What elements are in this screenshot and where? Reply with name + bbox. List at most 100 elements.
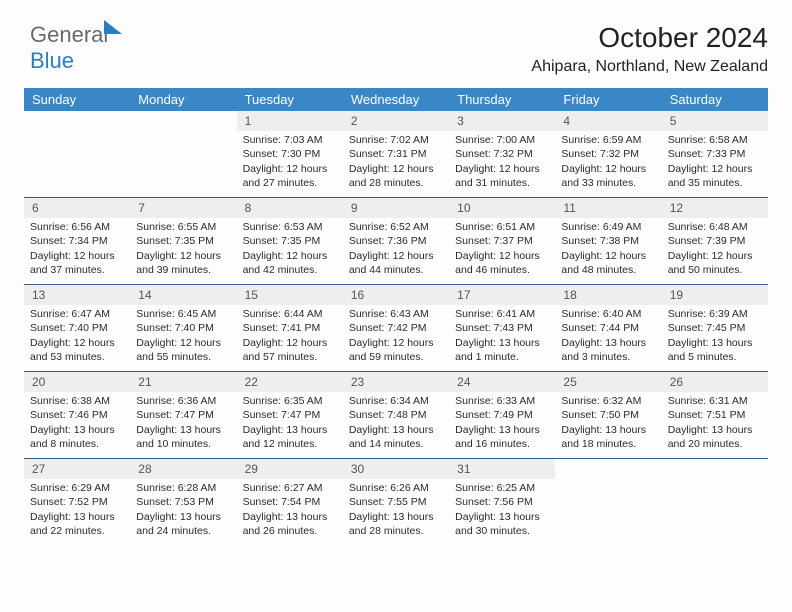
sunrise-line: Sunrise: 6:41 AM: [455, 307, 549, 321]
sunset-line: Sunset: 7:35 PM: [136, 234, 230, 248]
day-content: Sunrise: 6:29 AMSunset: 7:52 PMDaylight:…: [24, 479, 130, 542]
week-row: 6Sunrise: 6:56 AMSunset: 7:34 PMDaylight…: [24, 197, 768, 284]
weeks-container: 1Sunrise: 7:03 AMSunset: 7:30 PMDaylight…: [24, 111, 768, 545]
daylight-line-1: Daylight: 12 hours: [349, 336, 443, 350]
sunrise-line: Sunrise: 6:34 AM: [349, 394, 443, 408]
sunset-line: Sunset: 7:40 PM: [30, 321, 124, 335]
daylight-line-2: and 5 minutes.: [668, 350, 762, 364]
sunrise-line: Sunrise: 6:27 AM: [243, 481, 337, 495]
daylight-line-1: Daylight: 13 hours: [349, 510, 443, 524]
daylight-line-1: Daylight: 13 hours: [668, 423, 762, 437]
day-content: Sunrise: 6:47 AMSunset: 7:40 PMDaylight:…: [24, 305, 130, 368]
day-cell: 3Sunrise: 7:00 AMSunset: 7:32 PMDaylight…: [449, 111, 555, 197]
day-cell: 8Sunrise: 6:53 AMSunset: 7:35 PMDaylight…: [237, 198, 343, 284]
day-cell: 9Sunrise: 6:52 AMSunset: 7:36 PMDaylight…: [343, 198, 449, 284]
day-number: 14: [130, 285, 236, 305]
sunset-line: Sunset: 7:37 PM: [455, 234, 549, 248]
day-number: 9: [343, 198, 449, 218]
daylight-line-1: Daylight: 12 hours: [243, 162, 337, 176]
day-content: Sunrise: 6:31 AMSunset: 7:51 PMDaylight:…: [662, 392, 768, 455]
day-cell: 29Sunrise: 6:27 AMSunset: 7:54 PMDayligh…: [237, 459, 343, 545]
day-content: Sunrise: 6:48 AMSunset: 7:39 PMDaylight:…: [662, 218, 768, 281]
day-cell: 20Sunrise: 6:38 AMSunset: 7:46 PMDayligh…: [24, 372, 130, 458]
day-number: 15: [237, 285, 343, 305]
day-cell: 22Sunrise: 6:35 AMSunset: 7:47 PMDayligh…: [237, 372, 343, 458]
day-cell: 6Sunrise: 6:56 AMSunset: 7:34 PMDaylight…: [24, 198, 130, 284]
empty-cell: [24, 111, 130, 197]
sunset-line: Sunset: 7:53 PM: [136, 495, 230, 509]
sunrise-line: Sunrise: 6:33 AM: [455, 394, 549, 408]
sunset-line: Sunset: 7:49 PM: [455, 408, 549, 422]
daylight-line-1: Daylight: 12 hours: [561, 249, 655, 263]
sunrise-line: Sunrise: 6:51 AM: [455, 220, 549, 234]
daylight-line-2: and 35 minutes.: [668, 176, 762, 190]
daylight-line-1: Daylight: 12 hours: [30, 249, 124, 263]
daylight-line-1: Daylight: 13 hours: [30, 510, 124, 524]
daylight-line-2: and 3 minutes.: [561, 350, 655, 364]
sunset-line: Sunset: 7:45 PM: [668, 321, 762, 335]
day-content: Sunrise: 6:43 AMSunset: 7:42 PMDaylight:…: [343, 305, 449, 368]
daylight-line-1: Daylight: 12 hours: [455, 249, 549, 263]
day-content: Sunrise: 6:53 AMSunset: 7:35 PMDaylight:…: [237, 218, 343, 281]
brand-part2: Blue: [30, 48, 74, 73]
sunrise-line: Sunrise: 6:29 AM: [30, 481, 124, 495]
day-number: 23: [343, 372, 449, 392]
daylight-line-2: and 27 minutes.: [243, 176, 337, 190]
sunrise-line: Sunrise: 6:47 AM: [30, 307, 124, 321]
sunset-line: Sunset: 7:44 PM: [561, 321, 655, 335]
sunset-line: Sunset: 7:41 PM: [243, 321, 337, 335]
day-content: Sunrise: 6:59 AMSunset: 7:32 PMDaylight:…: [555, 131, 661, 194]
day-number: 24: [449, 372, 555, 392]
day-content: Sunrise: 6:33 AMSunset: 7:49 PMDaylight:…: [449, 392, 555, 455]
day-content: Sunrise: 7:03 AMSunset: 7:30 PMDaylight:…: [237, 131, 343, 194]
sunrise-line: Sunrise: 6:56 AM: [30, 220, 124, 234]
daylight-line-2: and 31 minutes.: [455, 176, 549, 190]
daylight-line-2: and 24 minutes.: [136, 524, 230, 538]
daylight-line-1: Daylight: 13 hours: [349, 423, 443, 437]
daylight-line-2: and 53 minutes.: [30, 350, 124, 364]
week-row: 13Sunrise: 6:47 AMSunset: 7:40 PMDayligh…: [24, 284, 768, 371]
day-cell: 31Sunrise: 6:25 AMSunset: 7:56 PMDayligh…: [449, 459, 555, 545]
day-number: 7: [130, 198, 236, 218]
daylight-line-2: and 16 minutes.: [455, 437, 549, 451]
sunset-line: Sunset: 7:30 PM: [243, 147, 337, 161]
daylight-line-2: and 8 minutes.: [30, 437, 124, 451]
sunset-line: Sunset: 7:50 PM: [561, 408, 655, 422]
daylight-line-2: and 28 minutes.: [349, 524, 443, 538]
daylight-line-2: and 33 minutes.: [561, 176, 655, 190]
sunset-line: Sunset: 7:56 PM: [455, 495, 549, 509]
sunset-line: Sunset: 7:32 PM: [455, 147, 549, 161]
day-number: 29: [237, 459, 343, 479]
daylight-line-1: Daylight: 12 hours: [668, 249, 762, 263]
day-number: 13: [24, 285, 130, 305]
dow-cell: Wednesday: [343, 88, 449, 111]
daylight-line-1: Daylight: 13 hours: [243, 423, 337, 437]
daylight-line-2: and 22 minutes.: [30, 524, 124, 538]
brand-part1: General: [30, 22, 108, 47]
day-content: Sunrise: 6:55 AMSunset: 7:35 PMDaylight:…: [130, 218, 236, 281]
sunset-line: Sunset: 7:52 PM: [30, 495, 124, 509]
sunrise-line: Sunrise: 6:28 AM: [136, 481, 230, 495]
day-of-week-header: SundayMondayTuesdayWednesdayThursdayFrid…: [24, 88, 768, 111]
dow-cell: Sunday: [24, 88, 130, 111]
daylight-line-2: and 55 minutes.: [136, 350, 230, 364]
daylight-line-1: Daylight: 12 hours: [561, 162, 655, 176]
empty-cell: [555, 459, 661, 545]
daylight-line-1: Daylight: 12 hours: [349, 249, 443, 263]
sunset-line: Sunset: 7:32 PM: [561, 147, 655, 161]
day-cell: 2Sunrise: 7:02 AMSunset: 7:31 PMDaylight…: [343, 111, 449, 197]
day-cell: 12Sunrise: 6:48 AMSunset: 7:39 PMDayligh…: [662, 198, 768, 284]
day-content: Sunrise: 6:39 AMSunset: 7:45 PMDaylight:…: [662, 305, 768, 368]
day-content: Sunrise: 6:26 AMSunset: 7:55 PMDaylight:…: [343, 479, 449, 542]
day-content: Sunrise: 6:28 AMSunset: 7:53 PMDaylight:…: [130, 479, 236, 542]
sunrise-line: Sunrise: 6:40 AM: [561, 307, 655, 321]
daylight-line-1: Daylight: 13 hours: [30, 423, 124, 437]
sunset-line: Sunset: 7:34 PM: [30, 234, 124, 248]
day-cell: 30Sunrise: 6:26 AMSunset: 7:55 PMDayligh…: [343, 459, 449, 545]
daylight-line-1: Daylight: 12 hours: [668, 162, 762, 176]
day-number: 19: [662, 285, 768, 305]
day-number: 20: [24, 372, 130, 392]
dow-cell: Tuesday: [237, 88, 343, 111]
day-number: 4: [555, 111, 661, 131]
day-number: 18: [555, 285, 661, 305]
